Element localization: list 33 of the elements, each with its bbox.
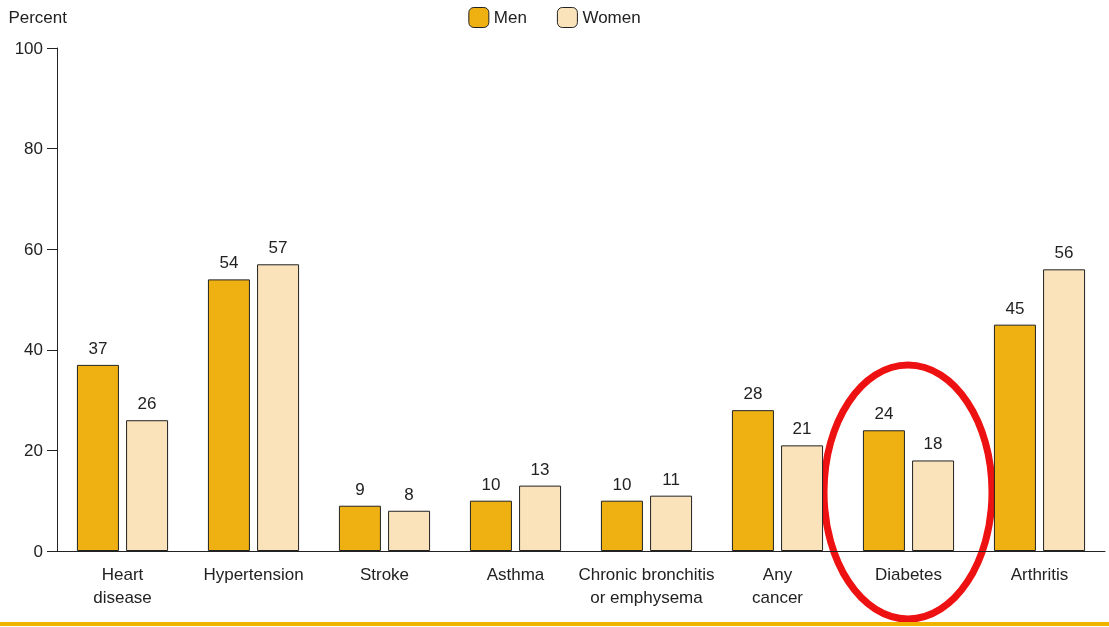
y-tick-label: 40 (24, 340, 43, 360)
data-label: 9 (355, 479, 365, 499)
x-tick-label: Heart disease (93, 565, 152, 607)
data-label: 13 (530, 459, 550, 479)
y-tick-label: 20 (24, 440, 43, 460)
data-label: 21 (792, 419, 812, 439)
data-label: 8 (404, 484, 414, 504)
data-label: 37 (88, 338, 108, 358)
x-tick-label: Asthma (486, 565, 545, 584)
data-label: 18 (923, 434, 943, 454)
x-tick-label: Any cancer (751, 565, 804, 607)
x-tick-label: Diabetes (874, 565, 943, 584)
data-label: 11 (662, 469, 680, 489)
data-label: 57 (268, 238, 288, 258)
legend-label: Men (493, 8, 527, 27)
y-tick-label: 80 (24, 139, 43, 159)
y-tick-label: 100 (14, 38, 43, 58)
data-label: 26 (137, 394, 157, 414)
y-tick-label: 60 (24, 239, 43, 259)
data-label: 10 (612, 474, 632, 494)
data-label: 10 (481, 474, 501, 494)
data-label: 45 (1005, 298, 1025, 318)
data-label: 28 (743, 384, 763, 404)
x-tick-label: Hypertension (203, 565, 304, 584)
legend-label: Women (582, 8, 641, 27)
y-tick-label: 0 (33, 541, 43, 561)
x-tick-label: Stroke (359, 565, 410, 584)
y-axis-title: Percent (8, 8, 68, 27)
x-tick-label: Chronic bronchitis or emphysema (578, 565, 715, 607)
data-label: 54 (219, 253, 239, 273)
data-label: 56 (1054, 243, 1074, 263)
data-label: 24 (874, 404, 894, 424)
x-tick-label: Arthritis (1010, 565, 1069, 584)
